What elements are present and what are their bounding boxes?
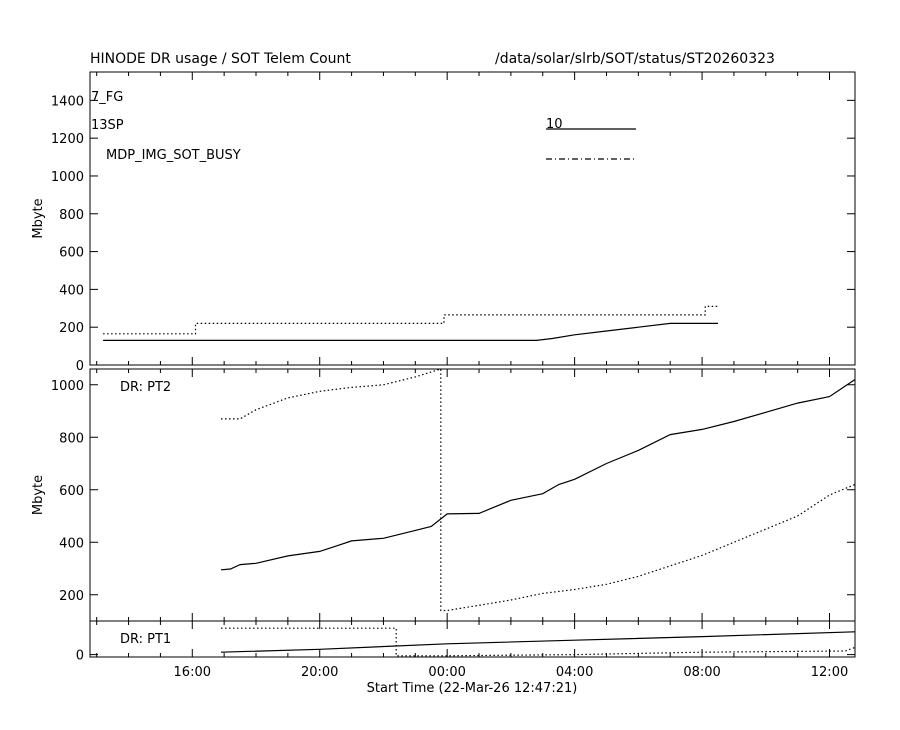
y-tick-label: 1000 bbox=[51, 379, 84, 394]
legend-label: 10 bbox=[546, 117, 563, 132]
x-tick-label: 08:00 bbox=[683, 665, 720, 680]
y-tick-label: 0 bbox=[76, 359, 84, 374]
y-tick-label: 400 bbox=[59, 536, 84, 551]
y-tick-label: 600 bbox=[59, 246, 84, 261]
x-tick-label: 12:00 bbox=[811, 665, 848, 680]
y-tick-label: 800 bbox=[59, 431, 84, 446]
series-line-middle-dotted bbox=[221, 368, 856, 612]
x-axis-label: Start Time (22-Mar-26 12:47:21) bbox=[367, 681, 578, 696]
y-tick-label: 1400 bbox=[51, 94, 84, 109]
y-axis-label: Mbyte bbox=[31, 475, 46, 515]
data-path: /data/solar/slrb/SOT/status/ST20260323 bbox=[495, 51, 775, 67]
panel-frame-middle bbox=[89, 368, 856, 622]
panel-annotation: 7_FG bbox=[91, 90, 123, 105]
panel-annotation: DR: PT2 bbox=[120, 380, 171, 395]
y-tick-label: 1200 bbox=[51, 132, 84, 147]
series-line-bottom-dotted bbox=[221, 627, 856, 657]
y-tick-label: 200 bbox=[59, 321, 84, 336]
panel-annotation: DR: PT1 bbox=[120, 632, 171, 647]
y-tick-label: 200 bbox=[59, 589, 84, 604]
series-line-top-dotted bbox=[103, 305, 718, 335]
x-tick-label: 20:00 bbox=[301, 665, 338, 680]
panel-annotation: 13SP bbox=[91, 118, 124, 133]
panel-frame-bottom bbox=[89, 620, 856, 658]
y-tick-label: 400 bbox=[59, 283, 84, 298]
y-tick-label: 800 bbox=[59, 208, 84, 223]
y-tick-label: 1000 bbox=[51, 170, 84, 185]
series-line-middle-solid bbox=[220, 379, 856, 571]
y-tick-label: 600 bbox=[59, 484, 84, 499]
panel-annotation: MDP_IMG_SOT_BUSY bbox=[106, 148, 241, 163]
chart-title: HINODE DR usage / SOT Telem Count bbox=[90, 51, 351, 67]
x-tick-label: 00:00 bbox=[428, 665, 465, 680]
series-line-bottom-solid bbox=[220, 631, 856, 653]
y-tick-label: 0 bbox=[76, 649, 84, 664]
x-tick-label: 04:00 bbox=[556, 665, 593, 680]
panel-frame-top bbox=[89, 71, 856, 366]
series-line-top-solid bbox=[103, 322, 718, 341]
x-tick-label: 16:00 bbox=[174, 665, 211, 680]
y-axis-label: Mbyte bbox=[31, 198, 46, 238]
